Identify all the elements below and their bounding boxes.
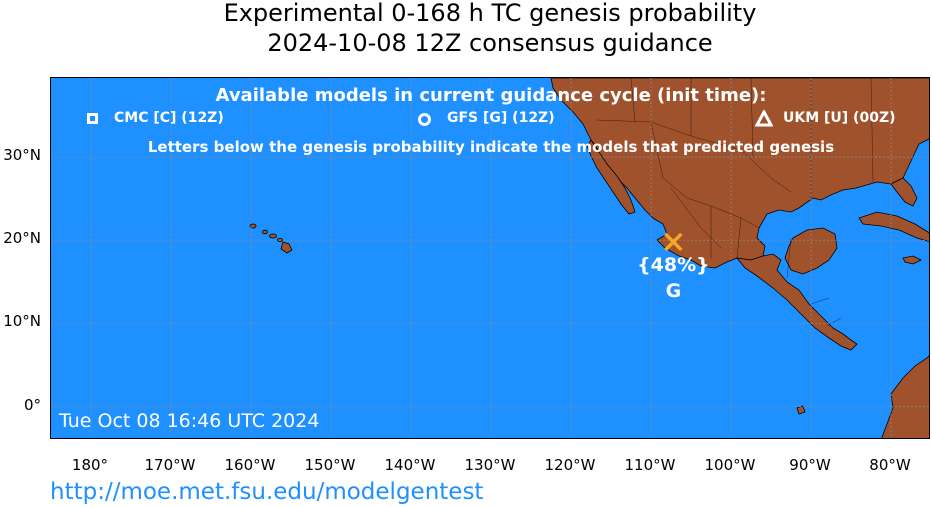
- galapagos-land: [796, 405, 806, 415]
- map-panel: Available models in current guidance cyc…: [50, 77, 930, 439]
- longitude-label: 90°W: [789, 456, 831, 474]
- square-icon: [87, 113, 98, 124]
- circle-icon: [418, 113, 431, 126]
- longitude-label: 110°W: [624, 456, 676, 474]
- legend-label-ukm: UKM [U] (00Z): [783, 110, 896, 126]
- jamaica-land: [902, 255, 922, 265]
- genesis-probability-label: {48%}: [637, 253, 710, 276]
- genesis-x-stroke: [664, 232, 683, 252]
- map-title-line1: Experimental 0-168 h TC genesis probabil…: [223, 0, 757, 27]
- longitude-label: 180°: [71, 456, 109, 474]
- cuba-land: [858, 211, 929, 242]
- baja-california-land: [586, 139, 636, 215]
- latitude-label: 20°N: [3, 229, 41, 248]
- legend-heading: Available models in current guidance cyc…: [215, 85, 767, 106]
- timestamp: Tue Oct 08 16:46 UTC 2024: [59, 410, 320, 432]
- longitude-label: 100°W: [704, 456, 756, 474]
- latitude-label: 10°N: [3, 312, 41, 331]
- triangle-icon: [755, 110, 773, 127]
- hawaii-islands: [249, 223, 293, 254]
- south-america-land: [881, 355, 929, 438]
- longitude-label: 130°W: [464, 456, 516, 474]
- longitude-label: 170°W: [144, 456, 196, 474]
- legend-label-cmc: CMC [C] (12Z): [114, 110, 224, 126]
- longitude-label: 160°W: [224, 456, 276, 474]
- genesis-models-label: G: [665, 279, 682, 302]
- map-title-line2: 2024-10-08 12Z consensus guidance: [267, 29, 713, 57]
- longitude-label: 80°W: [869, 456, 911, 474]
- genesis-marker-icon: [664, 232, 683, 252]
- longitude-label: 150°W: [304, 456, 356, 474]
- florida-land: [890, 177, 918, 207]
- map-canvas: [51, 78, 929, 438]
- longitude-label: 120°W: [544, 456, 596, 474]
- source-url-link[interactable]: http://moe.met.fsu.edu/modelgentest: [50, 479, 484, 505]
- graticule: [51, 78, 929, 438]
- longitude-label: 140°W: [384, 456, 436, 474]
- latitude-label: 30°N: [3, 146, 41, 165]
- latitude-label: 0°: [23, 395, 41, 414]
- legend-note: Letters below the genesis probability in…: [147, 138, 835, 156]
- legend-label-gfs: GFS [G] (12Z): [447, 110, 555, 126]
